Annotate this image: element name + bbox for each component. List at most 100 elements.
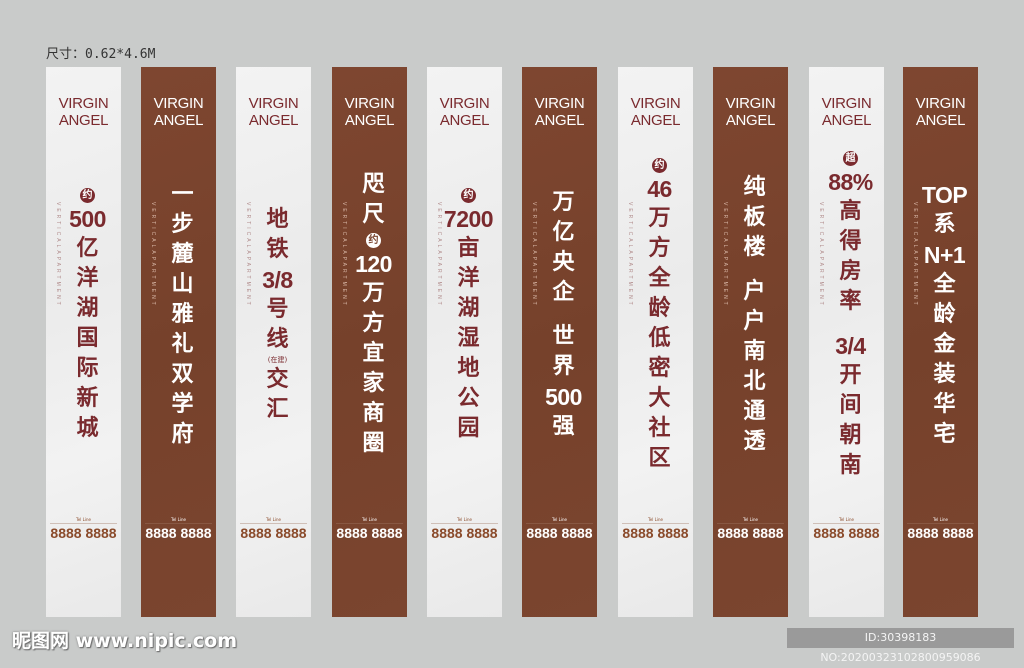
slogan-badge: 超 xyxy=(843,151,858,166)
slogan-line: 楼 xyxy=(743,234,766,260)
slogan-line: 7200 xyxy=(443,206,494,232)
hotline-number: 8888 8888 xyxy=(431,525,498,541)
slogan-line: 线 xyxy=(266,326,289,352)
slogan: 约 7200 亩洋湖湿地公园 xyxy=(435,147,502,482)
hotline: Tel Line 8888 8888 xyxy=(46,517,121,542)
slogan-line: 洋 xyxy=(76,266,99,291)
slogan: 万亿央企世界 500 强 xyxy=(530,147,597,482)
slogan-line: 圈 xyxy=(362,431,385,456)
slogan-line: 湖 xyxy=(76,296,99,321)
logo-line: ANGEL xyxy=(534,112,585,129)
slogan-badge: 约 xyxy=(80,188,95,203)
slogan-line: 密 xyxy=(648,356,671,381)
slogan-line: 麓 xyxy=(171,241,194,267)
slogan-line: 湖 xyxy=(457,296,480,321)
slogan-line: 龄 xyxy=(933,301,956,327)
slogan-line: 万 xyxy=(648,206,671,231)
hotline: Tel Line 8888 8888 xyxy=(809,517,884,542)
brand-logo: VIRGIN ANGEL xyxy=(522,95,597,129)
slogan-line: 方 xyxy=(362,311,385,336)
side-vertical-text: VERTICALAPARTMENT xyxy=(341,202,347,308)
slogan: 纯板楼户户南北通透 xyxy=(721,147,788,482)
banner-5: VIRGIN ANGEL VERTICALAPARTMENT 约 7200 亩洋湖湿地公园… xyxy=(427,67,502,617)
logo-line: ANGEL xyxy=(58,112,109,129)
slogan-line: 一 xyxy=(171,181,194,207)
slogan-line: 世 xyxy=(552,323,575,349)
hotline-label: Tel Line xyxy=(145,517,212,524)
banner-10: VIRGIN ANGEL VERTICALAPARTMENT TOP 系 N+1 全龄金装华… xyxy=(903,67,978,617)
slogan-line: 板 xyxy=(743,204,766,230)
hotline: Tel Line 8888 8888 xyxy=(713,517,788,542)
slogan: 超 88% 高得房率 3/4 开间朝南 xyxy=(817,147,884,482)
slogan: 地铁 3/8 号线 (在建) 交汇 xyxy=(244,147,311,482)
slogan-line: 大 xyxy=(648,386,671,411)
hotline: Tel Line 8888 8888 xyxy=(903,517,978,542)
hotline-label: Tel Line xyxy=(431,517,498,524)
brand-logo: VIRGIN ANGEL xyxy=(427,95,502,129)
banner-7: VIRGIN ANGEL VERTICALAPARTMENT 约 46 万方全龄低密大社区… xyxy=(618,67,693,617)
slogan-line: 地 xyxy=(457,356,480,381)
slogan-line: 尺 xyxy=(362,202,385,227)
slogan-line: 万 xyxy=(362,281,385,306)
hotline-label: Tel Line xyxy=(622,517,689,524)
slogan-line: 铁 xyxy=(266,236,289,262)
brand-logo: VIRGIN ANGEL xyxy=(332,95,407,129)
side-vertical-text: VERTICALAPARTMENT xyxy=(150,202,156,308)
slogan-line: 全 xyxy=(648,266,671,291)
brand-logo: VIRGIN ANGEL xyxy=(141,95,216,129)
size-label: 尺寸：0.62*4.6M xyxy=(46,47,156,62)
logo-line: ANGEL xyxy=(439,112,490,129)
slogan-line: 国 xyxy=(76,326,99,351)
slogan-line: 洋 xyxy=(457,266,480,291)
logo-line: ANGEL xyxy=(725,112,776,129)
slogan-line: 城 xyxy=(76,416,99,441)
logo-line: ANGEL xyxy=(344,112,395,129)
banner-1: VIRGIN ANGEL VERTICALAPARTMENT 约 500 亿洋湖国际新城 T… xyxy=(46,67,121,617)
banner-4: VIRGIN ANGEL VERTICALAPARTMENT 咫尺约 120 万方宜家商圈… xyxy=(332,67,407,617)
slogan-line: 得 xyxy=(839,229,862,254)
slogan: 约 46 万方全龄低密大社区 xyxy=(626,147,693,482)
side-vertical-text: VERTICALAPARTMENT xyxy=(912,202,918,308)
slogan-line: 交 xyxy=(266,366,289,392)
slogan-line: 雅 xyxy=(171,301,194,327)
hotline-number: 8888 8888 xyxy=(717,525,784,541)
slogan-line: 南 xyxy=(743,338,766,364)
logo-line: VIRGIN xyxy=(58,95,109,112)
banner-6: VIRGIN ANGEL VERTICALAPARTMENT 万亿央企世界 500 强 Te… xyxy=(522,67,597,617)
slogan-line: 双 xyxy=(171,361,194,387)
slogan-line: 龄 xyxy=(648,296,671,321)
logo-line: ANGEL xyxy=(821,112,872,129)
slogan-line: 户 xyxy=(743,308,766,334)
hotline: Tel Line 8888 8888 xyxy=(522,517,597,542)
logo-line: ANGEL xyxy=(248,112,299,129)
slogan-line: 金 xyxy=(933,331,956,357)
brand-logo: VIRGIN ANGEL xyxy=(713,95,788,129)
slogan-line: TOP xyxy=(921,181,968,208)
banner-8: VIRGIN ANGEL VERTICALAPARTMENT 纯板楼户户南北通透 Tel… xyxy=(713,67,788,617)
hotline: Tel Line 8888 8888 xyxy=(141,517,216,542)
slogan-line: 湿 xyxy=(457,326,480,351)
slogan-line: 地 xyxy=(266,206,289,232)
slogan-line: 汇 xyxy=(266,396,289,422)
slogan-line: (在建) xyxy=(267,355,288,364)
slogan-line: 亩 xyxy=(457,236,480,261)
brand-logo: VIRGIN ANGEL xyxy=(236,95,311,129)
slogan-line: 南 xyxy=(839,453,862,478)
hotline-number: 8888 8888 xyxy=(240,525,307,541)
slogan-line: 万 xyxy=(552,189,575,215)
slogan-line: 方 xyxy=(648,236,671,261)
slogan-line: 央 xyxy=(552,249,575,275)
hotline-number: 8888 8888 xyxy=(622,525,689,541)
slogan-line: 全 xyxy=(933,271,956,297)
logo-line: VIRGIN xyxy=(344,95,395,112)
slogan-line: 新 xyxy=(76,386,99,411)
side-vertical-text: VERTICALAPARTMENT xyxy=(627,202,633,308)
hotline-label: Tel Line xyxy=(813,517,880,524)
logo-line: VIRGIN xyxy=(439,95,490,112)
slogan-line: 开 xyxy=(839,363,862,388)
slogan-line: 亿 xyxy=(76,236,99,261)
slogan-line: 系 xyxy=(933,211,956,237)
slogan-line: 户 xyxy=(743,278,766,304)
slogan-line: 商 xyxy=(362,401,385,426)
hotline-number: 8888 8888 xyxy=(526,525,593,541)
